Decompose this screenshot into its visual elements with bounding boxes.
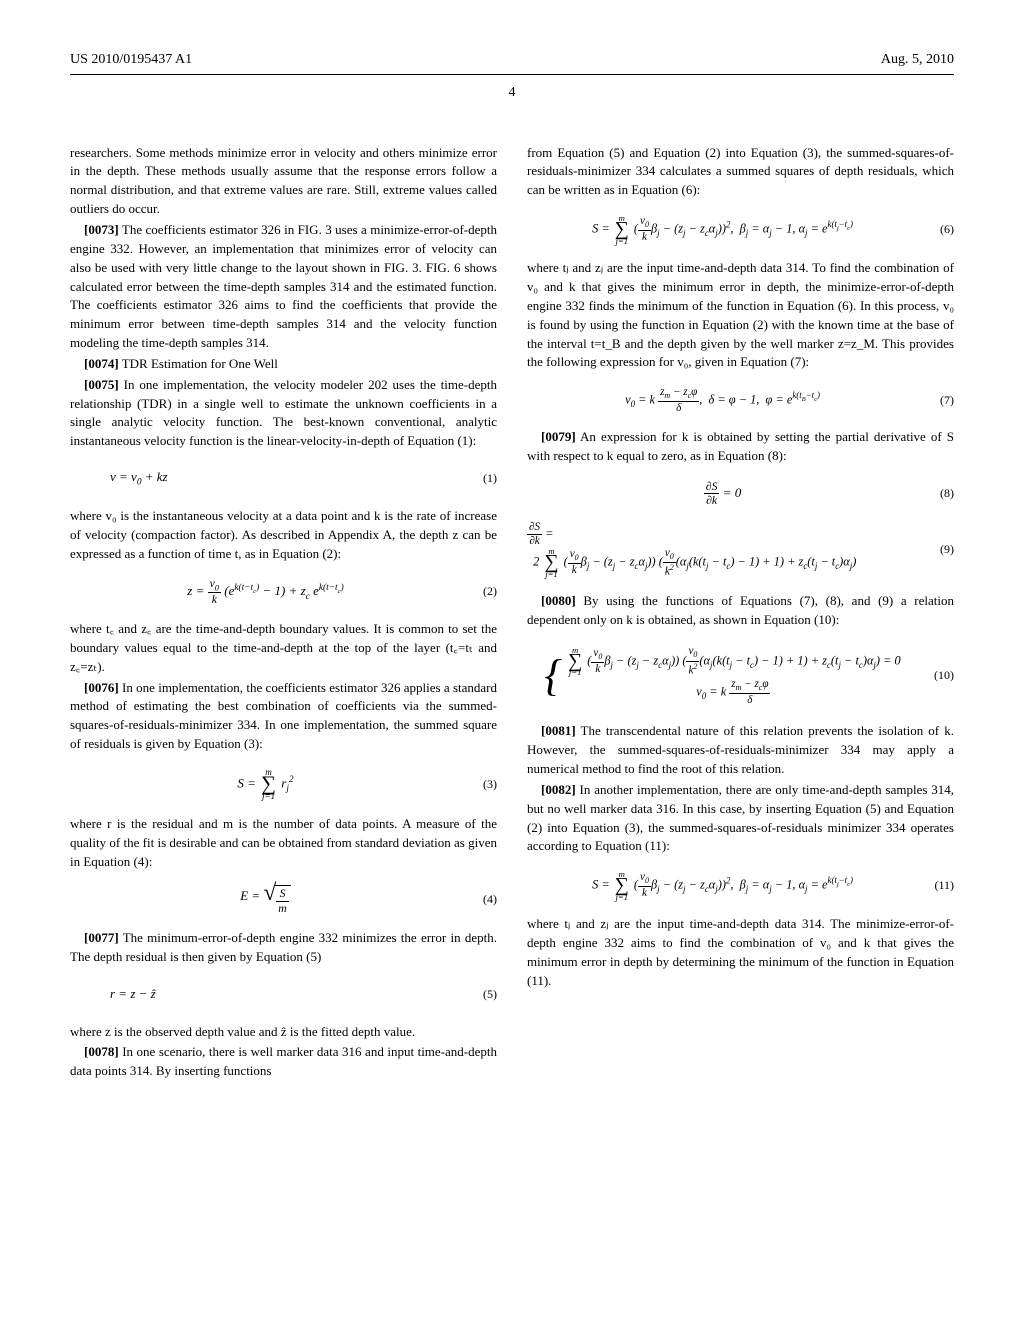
eq-number: (10) <box>918 667 954 684</box>
paragraph-0076: [0076] In one implementation, the coeffi… <box>70 679 497 754</box>
eq-body: E = √Sm <box>70 885 461 914</box>
equation-1: v = v0 + kz (1) <box>70 465 497 493</box>
eq-body: { m∑j=1 (v0kβj − (zj − zcαj)) (v0k2(αj(k… <box>527 644 918 708</box>
paragraph-0074: [0074] TDR Estimation for One Well <box>70 355 497 374</box>
eq-number: (11) <box>918 877 954 894</box>
paragraph: from Equation (5) and Equation (2) into … <box>527 144 954 201</box>
eq-body: r = z − ẑ <box>70 985 461 1004</box>
paragraph-0080: [0080] By using the functions of Equatio… <box>527 592 954 630</box>
equation-4: E = √Sm (4) <box>70 885 497 914</box>
para-num: [0079] <box>541 429 576 444</box>
column-left: researchers. Some methods minimize error… <box>70 144 497 1083</box>
eq-body: ∂S∂k = 2 m∑j=1 (v0kβj − (zj − zcαj)) (v0… <box>527 522 918 578</box>
eq-number: (6) <box>918 221 954 238</box>
para-text: An expression for k is obtained by setti… <box>527 429 954 463</box>
paragraph: where tⱼ and zⱼ are the input time-and-d… <box>527 915 954 990</box>
equation-8: ∂S∂k = 0 (8) <box>527 480 954 508</box>
equation-9: ∂S∂k = 2 m∑j=1 (v0kβj − (zj − zcαj)) (v0… <box>527 522 954 578</box>
eq-number: (9) <box>918 541 954 558</box>
paragraph-0073: [0073] The coefficients estimator 326 in… <box>70 221 497 353</box>
eq-number: (4) <box>461 891 497 908</box>
para-num: [0078] <box>84 1044 119 1059</box>
eq-body: S = m∑j=1 (v0kβj − (zj − zcαj))2, βj = α… <box>527 214 918 245</box>
paragraph-0082: [0082] In another implementation, there … <box>527 781 954 856</box>
eq-body: S = m∑j=1 (v0kβj − (zj − zcαj))2, βj = α… <box>527 870 918 901</box>
para-num: [0075] <box>84 377 119 392</box>
eq-number: (5) <box>461 986 497 1003</box>
equation-11: S = m∑j=1 (v0kβj − (zj − zcαj))2, βj = α… <box>527 870 954 901</box>
para-text: The minimum-error-of-depth engine 332 mi… <box>70 930 497 964</box>
paragraph-0079: [0079] An expression for k is obtained b… <box>527 428 954 466</box>
equation-3: S = m∑j=1 rj2 (3) <box>70 768 497 801</box>
para-num: [0082] <box>541 782 576 797</box>
eq-body: z = v0k (ek(t−tc) − 1) + zc ek(t−tc) <box>70 578 461 606</box>
eq-body: v = v0 + kz <box>70 468 461 490</box>
eq-body: ∂S∂k = 0 <box>527 481 918 507</box>
para-num: [0081] <box>541 723 576 738</box>
paragraph: where t꜀ and z꜀ are the time-and-depth b… <box>70 620 497 677</box>
para-num: [0076] <box>84 680 119 695</box>
paragraph-0078: [0078] In one scenario, there is well ma… <box>70 1043 497 1081</box>
page-header: US 2010/0195437 A1 Aug. 5, 2010 <box>70 50 954 75</box>
para-text: By using the functions of Equations (7),… <box>527 593 954 627</box>
paragraph: researchers. Some methods minimize error… <box>70 144 497 219</box>
equation-6: S = m∑j=1 (v0kβj − (zj − zcαj))2, βj = α… <box>527 214 954 245</box>
para-num: [0074] <box>84 356 119 371</box>
para-text: In one implementation, the velocity mode… <box>70 377 497 449</box>
paragraph: where v₀ is the instantaneous velocity a… <box>70 507 497 564</box>
para-text: In another implementation, there are onl… <box>527 782 954 854</box>
paragraph-0081: [0081] The transcendental nature of this… <box>527 722 954 779</box>
eq-number: (1) <box>461 470 497 487</box>
para-text: The coefficients estimator 326 in FIG. 3… <box>70 222 497 350</box>
paragraph: where r is the residual and m is the num… <box>70 815 497 872</box>
para-text: TDR Estimation for One Well <box>122 356 278 371</box>
paragraph: where z is the observed depth value and … <box>70 1023 497 1042</box>
para-num: [0080] <box>541 593 576 608</box>
para-num: [0073] <box>84 222 119 237</box>
equation-5: r = z − ẑ (5) <box>70 981 497 1009</box>
paragraph-0075: [0075] In one implementation, the veloci… <box>70 376 497 451</box>
eq-number: (8) <box>918 485 954 502</box>
para-text: In one implementation, the coefficients … <box>70 680 497 752</box>
para-num: [0077] <box>84 930 119 945</box>
equation-7: v0 = k zm − zcφδ, δ = φ − 1, φ = ek(tB−t… <box>527 386 954 414</box>
eq-number: (2) <box>461 583 497 600</box>
eq-body: S = m∑j=1 rj2 <box>70 768 461 801</box>
para-text: The transcendental nature of this relati… <box>527 723 954 776</box>
page-number: 4 <box>70 83 954 103</box>
eq-number: (7) <box>918 392 954 409</box>
paragraph-0077: [0077] The minimum-error-of-depth engine… <box>70 929 497 967</box>
two-column-layout: researchers. Some methods minimize error… <box>70 144 954 1083</box>
para-text: In one scenario, there is well marker da… <box>70 1044 497 1078</box>
paragraph: where tⱼ and zⱼ are the input time-and-d… <box>527 259 954 372</box>
equation-2: z = v0k (ek(t−tc) − 1) + zc ek(t−tc) (2) <box>70 578 497 606</box>
eq-number: (3) <box>461 776 497 793</box>
equation-10: { m∑j=1 (v0kβj − (zj − zcαj)) (v0k2(αj(k… <box>527 644 954 708</box>
column-right: from Equation (5) and Equation (2) into … <box>527 144 954 1083</box>
publication-number: US 2010/0195437 A1 <box>70 50 192 70</box>
publication-date: Aug. 5, 2010 <box>881 50 954 70</box>
eq-body: v0 = k zm − zcφδ, δ = φ − 1, φ = ek(tB−t… <box>527 387 918 414</box>
